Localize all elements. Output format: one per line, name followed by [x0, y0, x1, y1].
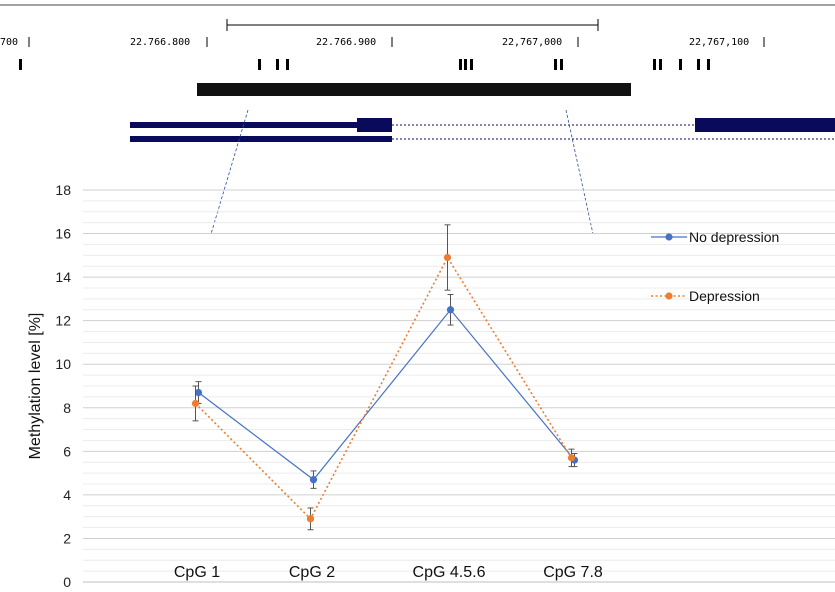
cpg-site-mark [276, 59, 279, 70]
cpg-site-mark [19, 59, 22, 70]
y-tick-label: 6 [63, 443, 71, 459]
series-no-depression [194, 294, 579, 489]
legend-marker [665, 233, 673, 241]
y-tick-label: 14 [55, 269, 71, 285]
category-label: CpG 7.8 [543, 564, 603, 581]
y-tick-label: 2 [63, 530, 71, 546]
category-label: CpG 4.5.6 [413, 564, 486, 581]
transcript-exon-thick [695, 118, 835, 132]
coordinate-label: 22.766.800 [130, 37, 190, 48]
coordinate-label: 700 [0, 37, 18, 48]
cpg-site-mark [679, 59, 682, 70]
data-series [191, 224, 579, 531]
cpg-site-mark [459, 59, 462, 70]
data-point [446, 306, 455, 314]
legend-marker [665, 292, 673, 300]
y-tick-label: 18 [55, 182, 71, 198]
data-point [567, 454, 576, 462]
amplicon-region [197, 83, 631, 96]
coordinate-label: 22,767,100 [689, 37, 749, 48]
cpg-site-track [19, 59, 710, 70]
category-label: CpG 2 [289, 564, 335, 581]
y-tick-label: 12 [55, 313, 71, 329]
category-label: CpG 1 [174, 564, 220, 581]
cpg-site-mark [707, 59, 710, 70]
zoom-connector-right [565, 109, 594, 235]
cpg-site-mark [554, 59, 557, 70]
genome-browser-panel: 700 22.766.800 22.766.900 22,767,000 22,… [0, 4, 835, 235]
transcript-exon [130, 122, 358, 128]
data-point [191, 399, 200, 408]
y-tick-label: 4 [63, 487, 71, 503]
data-point [306, 515, 315, 523]
cpg-site-mark [697, 59, 700, 70]
series-depression [191, 224, 576, 531]
transcript-exon-thick [357, 118, 392, 132]
cpg-site-mark [464, 59, 467, 70]
x-category-labels: CpG 1 CpG 2 CpG 4.5.6 CpG 7.8 [174, 564, 603, 581]
data-point [194, 388, 203, 397]
y-tick-label: 0 [63, 574, 71, 590]
cpg-site-mark [258, 59, 261, 70]
cpg-site-mark [560, 59, 563, 70]
grid-lines [83, 189, 835, 583]
y-tick-label: 8 [63, 400, 71, 416]
coordinate-label: 22,767,000 [502, 37, 562, 48]
y-axis-label: Methylation level [%] [27, 313, 44, 460]
series-line [194, 255, 573, 521]
gene-transcript-track [130, 118, 835, 142]
series-line [198, 308, 575, 481]
y-tick-label: 16 [55, 226, 71, 242]
data-point [309, 476, 318, 484]
methylation-chart: 0 2 4 6 8 10 12 14 16 18 Methylation level [%] Cp… [27, 182, 835, 590]
data-point [443, 253, 452, 262]
cpg-site-mark [470, 59, 473, 70]
cpg-site-mark [286, 59, 289, 70]
cpg-site-mark [659, 59, 662, 70]
cpg-site-mark [653, 59, 656, 70]
legend-label: No depression [689, 229, 779, 245]
legend: No depression Depression [651, 229, 779, 304]
zoom-connector-left [210, 109, 249, 235]
transcript-exon [130, 136, 392, 142]
y-tick-labels: 0 2 4 6 8 10 12 14 16 18 [55, 182, 71, 590]
legend-label: Depression [689, 288, 760, 304]
y-tick-label: 10 [55, 356, 71, 372]
coordinate-label: 22.766.900 [316, 37, 376, 48]
